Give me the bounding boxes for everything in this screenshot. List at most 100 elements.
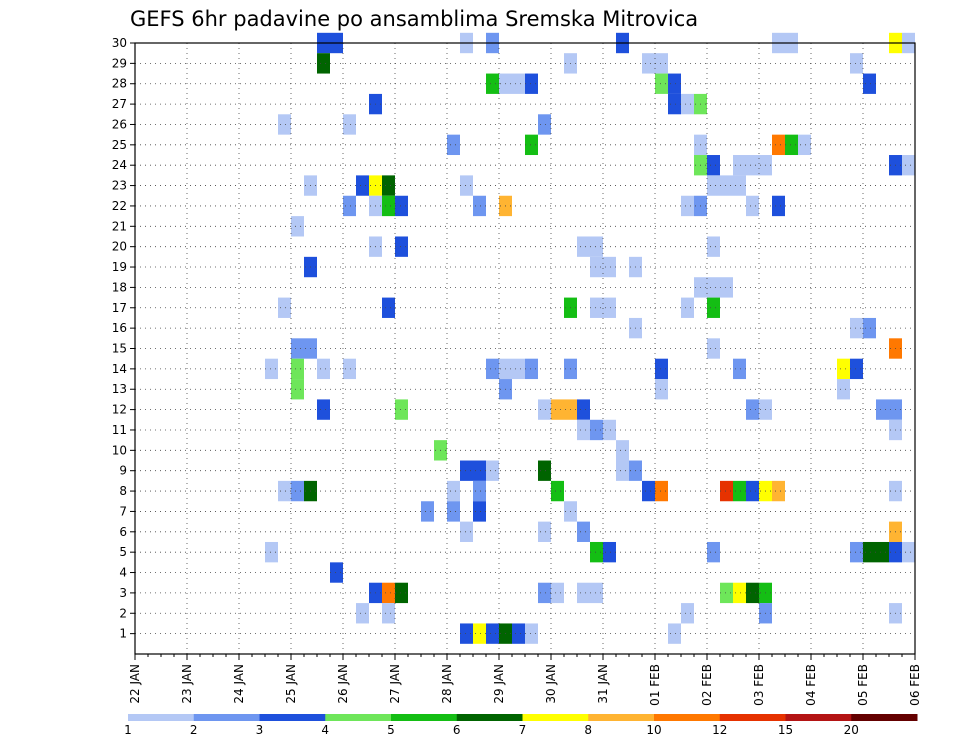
heat-cell	[590, 541, 603, 563]
heat-cell	[538, 460, 551, 481]
x-tick-label: 27 JAN	[388, 664, 402, 704]
heat-cell	[746, 480, 759, 502]
heat-cell	[317, 53, 330, 74]
heat-cell	[733, 582, 746, 604]
y-tick-label: 22	[112, 199, 127, 213]
heat-cell	[278, 480, 291, 502]
heat-cell	[733, 480, 746, 502]
heat-cell	[473, 501, 486, 522]
grid-lines	[134, 42, 916, 654]
heat-cell	[538, 114, 551, 135]
heat-cell	[577, 521, 590, 542]
chart-title: GEFS 6hr padavine po ansamblima Sremska …	[130, 7, 698, 31]
heat-cell	[486, 358, 499, 380]
heat-cell	[395, 195, 408, 217]
heat-cell	[291, 338, 304, 359]
heat-cell	[525, 358, 538, 380]
heat-cell	[733, 175, 746, 196]
heat-cell	[668, 73, 681, 94]
heat-cell	[590, 582, 603, 604]
heat-cell	[902, 541, 915, 563]
y-tick-label: 14	[112, 362, 127, 376]
y-tick-label: 10	[112, 443, 127, 457]
heat-cell	[616, 460, 629, 481]
x-tick-label: 01 FEB	[648, 664, 662, 706]
heat-cell	[876, 399, 889, 420]
legend-swatch	[522, 714, 589, 721]
legend-label: 7	[519, 723, 527, 737]
heat-cell	[356, 175, 369, 196]
heat-cell	[512, 73, 525, 94]
legend-label: 12	[712, 723, 727, 737]
heat-cell	[681, 195, 694, 217]
legend-swatch	[325, 714, 392, 721]
heat-cell	[473, 480, 486, 502]
legend-swatch	[391, 714, 458, 721]
legend-swatch	[719, 714, 786, 721]
y-tick-label: 28	[112, 77, 127, 91]
y-tick-label: 29	[112, 56, 127, 70]
y-tick-label: 3	[119, 586, 127, 600]
heat-cell	[525, 134, 538, 156]
legend-label: 2	[190, 723, 198, 737]
y-tick-label: 21	[112, 219, 127, 233]
heat-cell	[382, 582, 395, 604]
legend-label: 4	[321, 723, 329, 737]
heat-cell	[863, 73, 876, 94]
y-tick-label: 23	[112, 179, 127, 193]
y-tick-label: 25	[112, 138, 127, 152]
y-tick-label: 9	[119, 464, 127, 478]
heat-cell	[850, 317, 863, 339]
heat-cell	[460, 521, 473, 542]
legend-label: 5	[387, 723, 395, 737]
heat-cell	[746, 195, 759, 217]
legend-label: 3	[256, 723, 264, 737]
y-tick-label: 4	[119, 566, 127, 580]
heat-cell	[460, 623, 473, 644]
y-tick-label: 26	[112, 117, 127, 131]
heat-cell	[577, 582, 590, 604]
y-tick-label: 2	[119, 606, 127, 620]
heat-cell	[577, 399, 590, 420]
heat-cell	[655, 379, 668, 400]
y-tick-label: 19	[112, 260, 127, 274]
heat-cell	[590, 256, 603, 278]
heat-cell	[655, 53, 668, 74]
heat-cell	[551, 582, 564, 604]
heat-cell	[850, 541, 863, 563]
heat-cell	[265, 358, 278, 380]
heatmap-cells	[265, 32, 915, 644]
heat-cell	[837, 379, 850, 400]
y-tick-label: 15	[112, 342, 127, 356]
y-tick-label: 12	[112, 403, 127, 417]
heat-cell	[473, 460, 486, 481]
x-tick-label: 02 FEB	[700, 664, 714, 706]
x-tick-label: 31 JAN	[596, 664, 610, 704]
heat-cell	[837, 358, 850, 380]
heat-cell	[317, 358, 330, 380]
y-tick-label: 1	[119, 627, 127, 641]
heat-cell	[382, 297, 395, 318]
heat-cell	[577, 236, 590, 257]
x-tick-label: 30 JAN	[544, 664, 558, 704]
heat-cell	[850, 358, 863, 380]
heat-cell	[512, 358, 525, 380]
heat-cell	[577, 419, 590, 441]
heat-cell	[655, 73, 668, 94]
heat-cell	[681, 603, 694, 624]
legend-swatch	[128, 714, 195, 721]
x-tick-label: 24 JAN	[232, 664, 246, 704]
legend-label: 8	[584, 723, 592, 737]
heat-cell	[603, 256, 616, 278]
heat-cell	[330, 562, 343, 583]
heat-cell	[538, 582, 551, 604]
heat-cell	[850, 53, 863, 74]
x-tick-label: 03 FEB	[752, 664, 766, 706]
heat-cell	[720, 277, 733, 298]
x-tick-label: 06 FEB	[908, 664, 922, 706]
y-tick-label: 27	[112, 97, 127, 111]
heat-cell	[707, 338, 720, 359]
legend-swatch	[456, 714, 523, 721]
heat-cell	[642, 53, 655, 74]
